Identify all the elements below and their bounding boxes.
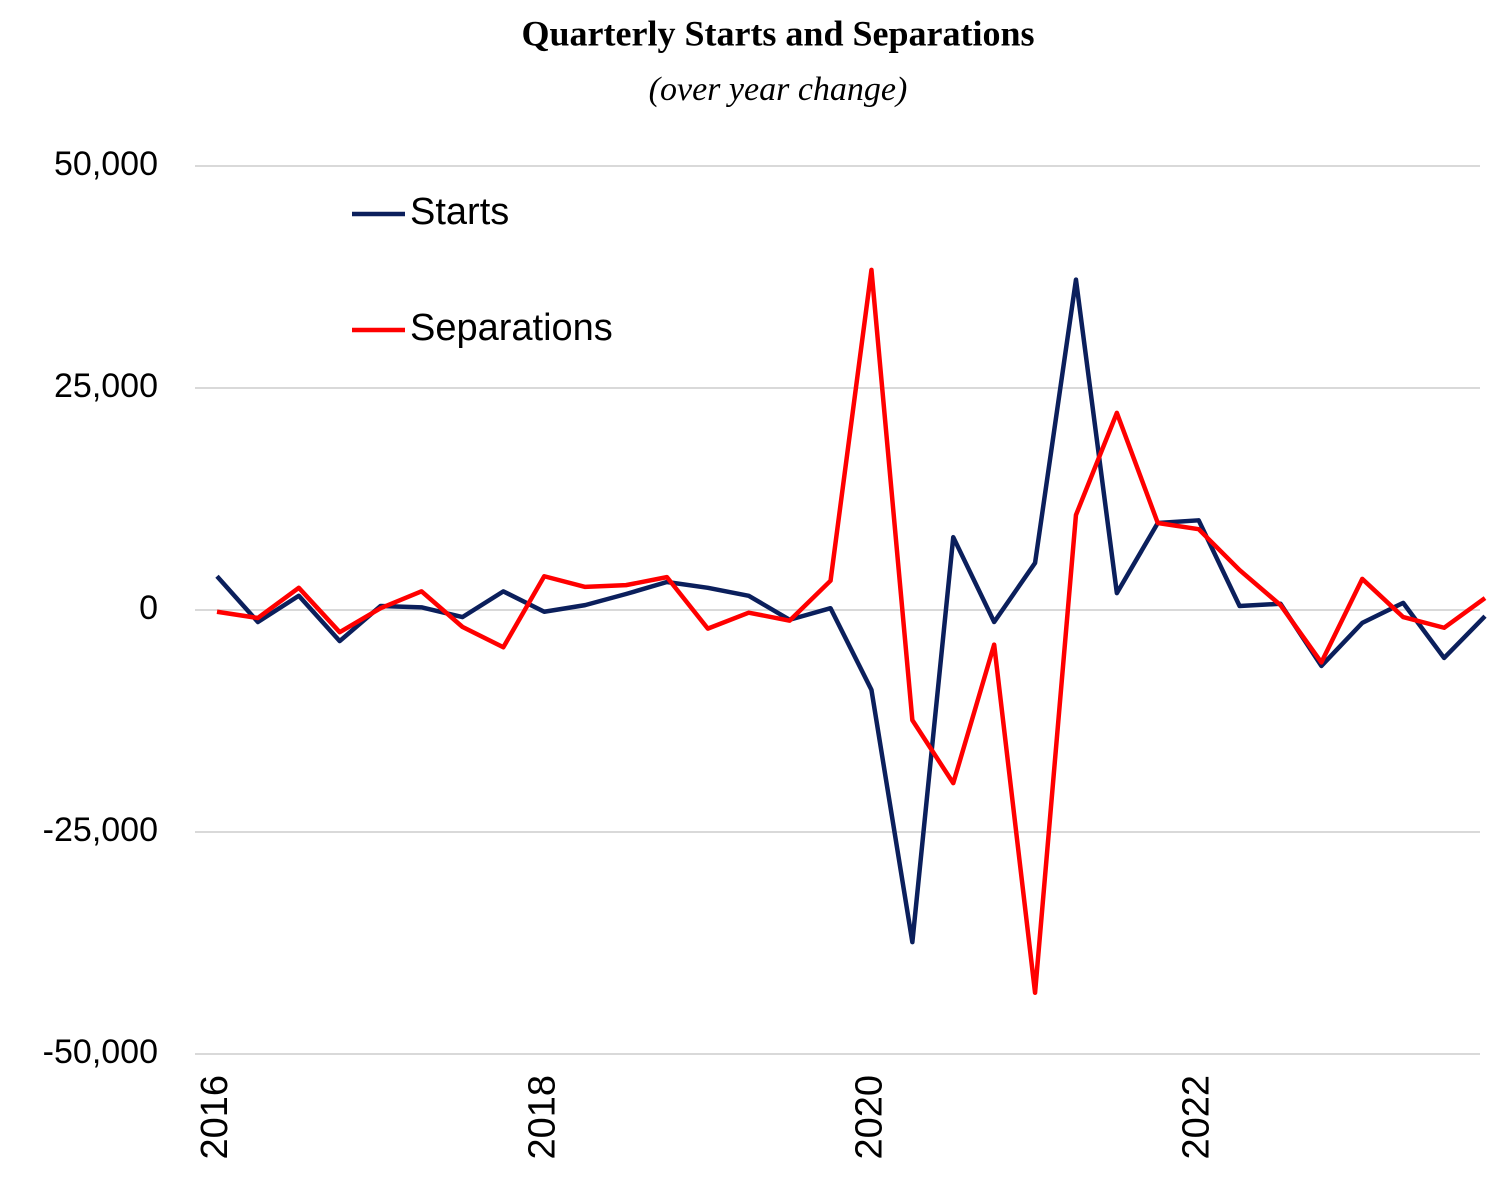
y-tick-label: -50,000 — [43, 1033, 158, 1071]
chart-title: Quarterly Starts and Separations — [522, 13, 1035, 53]
y-tick-label: -25,000 — [43, 811, 158, 849]
series-line — [216, 267, 1487, 995]
legend-label: Separations — [410, 307, 613, 349]
series-line — [215, 277, 1487, 945]
y-tick-label: 0 — [139, 589, 158, 627]
y-tick-label: 25,000 — [54, 367, 158, 405]
x-tick-label: 2016 — [194, 1075, 236, 1160]
x-tick-label: 2022 — [1176, 1075, 1218, 1160]
x-tick-label: 2020 — [848, 1075, 890, 1160]
x-tick-label: 2018 — [521, 1075, 563, 1160]
y-tick-label: 50,000 — [54, 145, 158, 183]
legend-label: Starts — [410, 191, 509, 233]
chart-subtitle: (over year change) — [649, 71, 908, 108]
